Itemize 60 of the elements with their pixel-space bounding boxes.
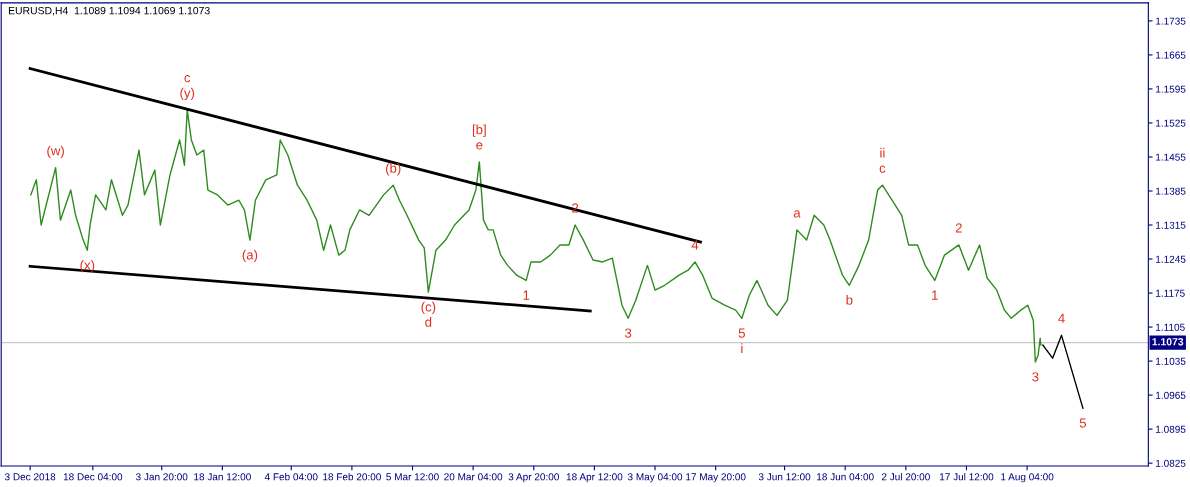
y-tick-label: 1.1035 [1156, 357, 1186, 365]
annotation: c [879, 165, 886, 173]
x-tick-label: 18 Jun 04:00 [817, 473, 874, 481]
y-tick-label: 1.1455 [1156, 153, 1186, 161]
annotation: e [476, 142, 483, 150]
y-tick-label: 1.1245 [1156, 255, 1186, 263]
annotation: 3 [625, 328, 632, 338]
y-tick-label: 1.1665 [1156, 51, 1186, 59]
annotation: 4 [691, 240, 699, 250]
annotation: (a) [242, 249, 258, 263]
y-tick-label: 1.1315 [1156, 221, 1186, 229]
annotation: (y) [180, 87, 195, 101]
y-tick-label: 1.1525 [1156, 119, 1186, 127]
ref-line-label: 1.1073 [1152, 338, 1184, 346]
y-tick-label: 1.0895 [1156, 425, 1186, 433]
line-series [1042, 334, 1084, 409]
annotation: 1 [932, 290, 938, 300]
annotation: (w) [47, 145, 64, 158]
x-tick-label: 18 Jan 12:00 [194, 473, 251, 481]
x-tick-label: 20 Mar 04:00 [444, 473, 503, 481]
annotation: b [846, 295, 853, 305]
annotation: 3 [1032, 372, 1039, 382]
annotation: i [741, 343, 743, 353]
x-tick-label: 18 Feb 20:00 [323, 473, 381, 481]
chart-title: EURUSD,H4 1.1089 1.1094 1.1069 1.1073 [8, 6, 210, 16]
x-tick-label: 3 May 04:00 [627, 473, 683, 483]
annotation: (c) [421, 301, 436, 315]
annotation: 2 [955, 223, 962, 233]
annotation: (b) [385, 163, 401, 176]
y-tick-label: 1.1175 [1156, 289, 1185, 297]
annotation: a [793, 210, 801, 218]
annotation: 5 [738, 328, 745, 338]
x-tick-label: 3 Jan 20:00 [135, 473, 188, 481]
x-tick-label: 17 Jul 12:00 [939, 473, 994, 481]
y-tick-label: 1.1735 [1156, 17, 1186, 25]
line-series [30, 109, 1042, 363]
y-tick-label: 1.1385 [1156, 187, 1186, 195]
annotation: 1 [523, 290, 530, 300]
annotation: (x) [80, 260, 95, 273]
x-tick-label: 4 Feb 04:00 [264, 473, 318, 481]
annotation: c [184, 75, 191, 83]
x-tick-label: 3 Jun 12:00 [758, 473, 811, 481]
annotation: 5 [1079, 418, 1087, 428]
x-tick-label: 3 Apr 20:00 [508, 473, 559, 483]
x-tick-label: 5 Mar 12:00 [386, 473, 439, 481]
y-tick-label: 1.1595 [1156, 85, 1186, 93]
annotation: ii [880, 147, 885, 158]
y-tick-label: 1.1105 [1156, 323, 1185, 331]
x-tick-label: 1 Aug 04:00 [1001, 473, 1054, 483]
x-tick-label: 3 Dec 2018 [4, 473, 56, 481]
x-tick-label: 18 Apr 12:00 [566, 473, 623, 483]
x-tick-label: 18 Dec 04:00 [63, 473, 123, 481]
annotation: d [425, 317, 432, 327]
y-tick-label: 1.0825 [1156, 459, 1186, 467]
x-tick-label: 17 May 20:00 [686, 473, 746, 483]
annotation: [b] [472, 124, 486, 137]
annotation: 4 [1058, 313, 1065, 323]
x-tick-label: 2 Jul 20:00 [881, 473, 930, 481]
annotation: 2 [572, 203, 579, 213]
y-tick-label: 1.0965 [1156, 391, 1186, 399]
